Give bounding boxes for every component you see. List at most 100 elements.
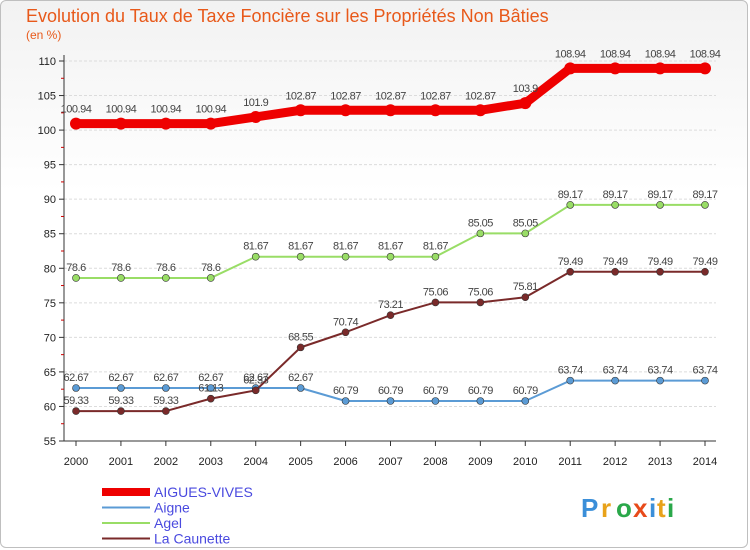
y-tick-label-65: 65 [44,367,56,379]
legend-label-aigues-vives: AIGUES-VIVES [154,484,253,500]
data-label-aigne-2011: 63.74 [558,365,583,377]
data-label-aigne-2001: 62.67 [108,372,133,384]
point-aigne-2008 [431,397,440,405]
gridlines [64,60,716,407]
data-label-aigne-2010: 60.79 [513,385,538,397]
point-aigues-vives-2008 [429,104,442,117]
x-tick-label-2010: 2010 [513,456,537,468]
point-aigues-vives-2004 [249,110,262,123]
point-la-caunette-2004 [251,386,260,395]
y-tick-label-100: 100 [38,125,56,137]
y-tick-label-110: 110 [38,56,56,68]
data-label-la-caunette-2001: 59.33 [108,395,133,407]
data-label-aigne-2007: 60.79 [378,385,403,397]
data-label-agel-2006: 81.67 [333,241,358,253]
point-la-caunette-2013 [656,267,664,276]
y-tick-label-105: 105 [38,91,56,103]
point-la-caunette-2001 [117,407,125,415]
y-tick-label-55: 55 [44,436,56,448]
data-label-la-caunette-2005: 68.55 [288,331,313,343]
data-label-aigues-vives-2002: 100.94 [151,104,182,116]
data-label-la-caunette-2000: 59.33 [63,395,88,407]
series-layer [70,62,711,415]
legend-label-agel: Agel [154,515,182,531]
x-tick-label-2000: 2000 [64,456,88,468]
point-agel-2001 [117,274,125,282]
data-label-aigues-vives-2014: 108.94 [690,48,721,60]
data-label-la-caunette-2012: 79.49 [603,256,628,268]
point-agel-2009 [476,229,485,238]
point-aigues-vives-2003 [204,117,217,130]
point-agel-2012 [611,201,619,209]
data-labels: 62.67 62.67 62.67 62.67 62.67 62.67 60.79 60.79… [61,48,722,407]
y-tick-label-80: 80 [44,263,56,275]
point-agel-2007 [386,252,395,261]
point-aigues-vives-2005 [294,104,307,117]
data-label-la-caunette-2006: 70.74 [333,316,358,328]
y-axis-unit-label: (en %) [26,28,61,42]
data-label-la-caunette-2004: 62.33 [243,374,268,386]
x-tick-label-2003: 2003 [199,456,223,468]
data-label-agel-2010: 85.05 [513,217,538,229]
data-label-agel-2001: 78.6 [111,262,131,274]
point-la-caunette-2005 [296,343,305,352]
data-label-la-caunette-2007: 73.21 [378,299,403,311]
point-aigne-2003 [206,384,215,392]
x-axis-ticks: 2000 2001 2002 2003 2004 2005 2006 2007 2008 2009… [64,441,717,468]
x-tick-label-2014: 2014 [693,456,717,468]
point-agel-2011 [566,201,575,209]
data-label-agel-2003: 78.6 [201,262,221,274]
data-label-aigues-vives-2005: 102.87 [285,90,316,102]
point-agel-2013 [656,201,664,209]
logo-letter-0: P [581,493,598,523]
data-label-agel-2009: 85.05 [468,217,493,229]
point-aigues-vives-2012 [609,62,622,75]
data-label-aigne-2004: 62.67 [243,372,268,384]
legend-label-la-caunette: La Caunette [154,531,230,547]
data-label-aigne-2005: 62.67 [288,372,313,384]
point-agel-2008 [431,252,440,261]
logo-letter-6: i [667,493,674,523]
legend-label-aigne: Aigne [154,500,190,516]
data-label-aigues-vives-2009: 102.87 [465,90,496,102]
x-tick-label-2012: 2012 [603,456,627,468]
data-label-agel-2005: 81.67 [288,241,313,253]
x-tick-label-2007: 2007 [378,456,402,468]
data-label-la-caunette-2003: 61.13 [198,383,223,395]
data-label-aigne-2006: 60.79 [333,385,358,397]
x-tick-label-2004: 2004 [243,456,267,468]
data-label-la-caunette-2009: 75.06 [468,286,493,298]
point-la-caunette-2014 [701,267,709,276]
y-tick-label-85: 85 [44,229,56,241]
data-label-aigues-vives-2010: 103.9 [513,83,538,95]
data-label-agel-2008: 81.67 [423,241,448,253]
data-label-agel-2002: 78.6 [156,262,176,274]
point-agel-2010 [521,229,530,238]
data-label-aigne-2002: 62.67 [153,372,178,384]
data-label-aigne-2009: 60.79 [468,385,493,397]
point-aigues-vives-2014 [699,62,711,75]
y-tick-label-75: 75 [44,298,56,310]
data-label-agel-2000: 78.6 [66,262,86,274]
point-la-caunette-2008 [431,298,440,307]
point-la-caunette-2003 [206,394,215,403]
data-label-aigne-2003: 62.67 [198,372,223,384]
x-tick-label-2008: 2008 [423,456,447,468]
y-tick-label-60: 60 [44,401,56,413]
data-label-aigues-vives-2013: 108.94 [645,48,676,60]
logo-letter-3: x [633,493,648,523]
point-aigues-vives-2009 [474,104,487,117]
data-label-aigues-vives-2011: 108.94 [555,48,586,60]
point-agel-2014 [701,201,709,209]
point-aigues-vives-2007 [384,104,397,117]
data-label-agel-2013: 89.17 [648,189,673,201]
logo-letter-4: i [649,493,656,523]
point-la-caunette-2010 [521,293,530,302]
data-label-la-caunette-2008: 75.06 [423,286,448,298]
y-axis-ticks: 55 60 65 70 75 80 85 90 95 100 105 110 [38,56,64,448]
point-aigne-2013 [656,376,664,385]
data-label-aigues-vives-2007: 102.87 [375,90,406,102]
point-agel-2004 [251,252,260,261]
